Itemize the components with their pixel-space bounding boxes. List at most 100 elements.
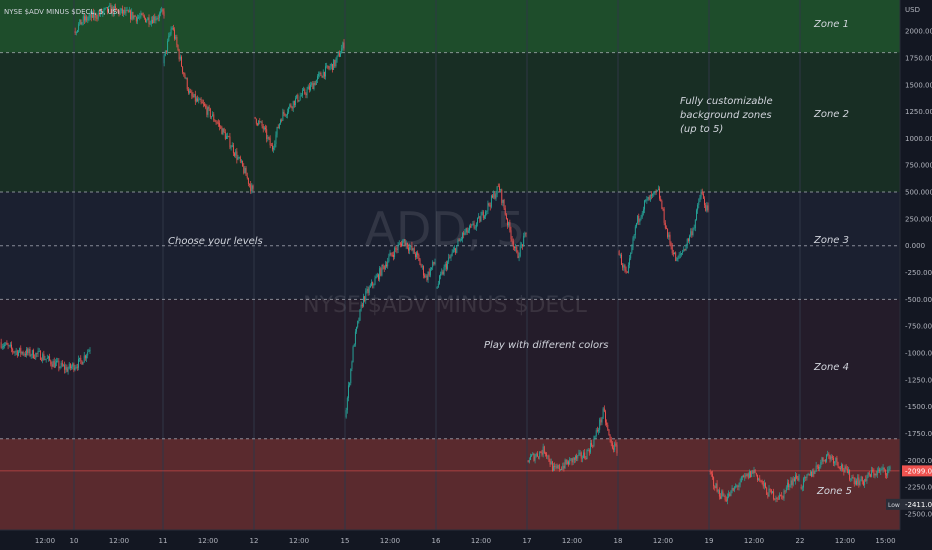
- candle-body: [135, 16, 137, 22]
- annotation-choose-levels: Choose your levels: [168, 236, 263, 247]
- price-axis[interactable]: USD 2000.000 1750.000 1500.000 1250.000 1000…: [886, 0, 932, 530]
- candle-body: [778, 494, 780, 500]
- zone-label-5: Zone 5: [816, 486, 852, 497]
- candle-body: [641, 213, 643, 217]
- candle-body: [712, 473, 713, 478]
- zone-label-1: Zone 1: [813, 19, 849, 30]
- candle-body: [67, 368, 69, 372]
- candle-body: [12, 348, 14, 352]
- watermark-ticker: ADD, 5: [365, 202, 526, 256]
- candle-body: [30, 355, 32, 357]
- candle-body: [565, 459, 567, 464]
- candle-body: [732, 487, 734, 491]
- candle-body: [226, 136, 227, 139]
- candle-body: [4, 344, 6, 347]
- candle-body: [739, 482, 741, 485]
- candle-body: [72, 363, 74, 367]
- candle-body: [336, 55, 338, 60]
- candle-body: [184, 74, 186, 79]
- candle-body: [100, 9, 101, 15]
- candle-body: [418, 255, 420, 260]
- candle-body: [181, 56, 182, 67]
- candle-body: [160, 11, 161, 14]
- candle-body: [237, 157, 239, 160]
- candle-body: [669, 234, 671, 243]
- candle-body: [884, 469, 886, 475]
- candle-body: [249, 183, 250, 185]
- candle-body: [625, 269, 627, 272]
- candle-body: [77, 30, 78, 33]
- candle-body: [374, 278, 376, 285]
- candle-body: [295, 98, 296, 105]
- time-tick-label: 12:00: [380, 537, 400, 545]
- candle-body: [109, 5, 111, 7]
- candle-body: [545, 453, 546, 454]
- candle-body: [274, 143, 276, 148]
- zone-labels: Zone 1 Zone 2 Zone 3 Zone 4 Zone 5: [813, 19, 852, 497]
- time-axis[interactable]: 12:00 10 12:00 11 12:00 12 12:00 15 12:00 16 12:00…: [0, 529, 932, 550]
- candle-body: [396, 249, 398, 250]
- candle-body: [395, 248, 397, 250]
- candle-body: [881, 469, 883, 470]
- candle-body: [289, 104, 291, 108]
- candle-body: [510, 230, 512, 239]
- candle-body: [43, 354, 45, 360]
- candle-body: [863, 481, 864, 486]
- candle-body: [836, 457, 838, 463]
- candle-body: [216, 122, 218, 124]
- candle-body: [514, 247, 515, 249]
- candle-body: [343, 42, 345, 49]
- candle-body: [761, 480, 763, 482]
- candle-body: [367, 289, 369, 293]
- candle-body: [434, 262, 436, 264]
- candle-body: [71, 366, 72, 368]
- candle-body: [421, 266, 423, 267]
- candle-body: [780, 494, 781, 496]
- candle-body: [730, 490, 732, 496]
- candle-body: [320, 72, 322, 76]
- candle-body: [219, 123, 220, 127]
- candle-body: [805, 477, 807, 478]
- candle-body: [773, 491, 775, 499]
- price-tick-label: 1750.000: [905, 54, 932, 62]
- candle-body: [519, 245, 521, 257]
- candle-body: [857, 477, 859, 485]
- candle-body: [485, 211, 487, 217]
- candle-body: [222, 128, 224, 135]
- candle-body: [232, 145, 234, 154]
- candle-body: [250, 184, 252, 192]
- candle-body: [718, 490, 720, 497]
- candle-body: [26, 349, 27, 356]
- candle-body: [636, 222, 637, 227]
- candle-body: [175, 36, 177, 39]
- candle-body: [560, 469, 561, 470]
- candle-body: [427, 271, 429, 280]
- candle-body: [457, 240, 459, 246]
- candle-body: [879, 469, 881, 472]
- candle-body: [390, 252, 392, 255]
- candle-body: [866, 477, 868, 482]
- candle-body: [350, 368, 352, 384]
- candle-body: [543, 446, 545, 454]
- candle-body: [826, 455, 827, 462]
- candle-body: [591, 443, 593, 446]
- candle-body: [139, 16, 141, 18]
- candle-body: [613, 448, 614, 450]
- candle-body: [229, 136, 231, 148]
- candle-body: [576, 455, 578, 459]
- candle-body: [185, 78, 187, 79]
- candle-body: [333, 59, 335, 71]
- annotation-customizable-line2: background zones: [680, 110, 772, 121]
- candle-body: [45, 358, 47, 360]
- candle-body: [880, 469, 882, 472]
- candle-body: [402, 241, 404, 246]
- candle-body: [512, 241, 514, 248]
- candle-body: [186, 78, 188, 90]
- candle-body: [340, 53, 341, 57]
- candle-body: [170, 29, 172, 34]
- candle-body: [153, 16, 155, 24]
- candle-body: [887, 469, 889, 476]
- candle-body: [35, 353, 37, 359]
- candle-body: [763, 483, 765, 487]
